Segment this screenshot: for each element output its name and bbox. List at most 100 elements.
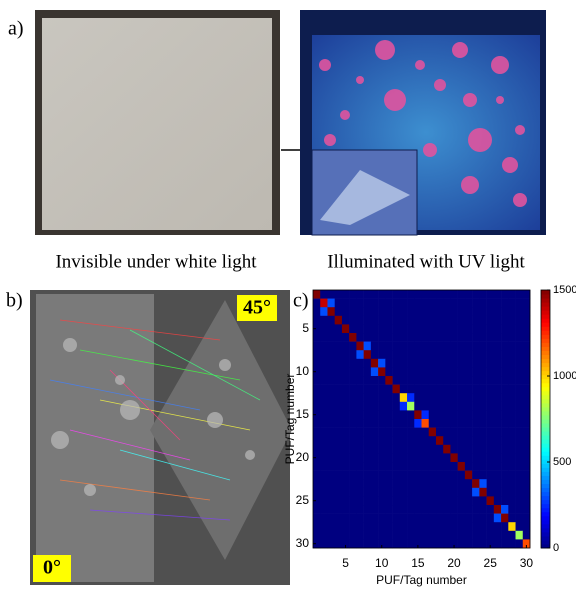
heatmap-cell	[371, 428, 379, 437]
heatmap-cell	[393, 367, 401, 376]
heatmap-cell	[429, 350, 437, 359]
heatmap-cell	[364, 462, 372, 471]
colorbar-step	[541, 334, 550, 339]
heatmap-cell	[458, 514, 466, 523]
heatmap-cell	[327, 514, 335, 523]
heatmap-cell	[320, 428, 328, 437]
heatmap-cell	[414, 531, 422, 540]
heatmap-cell	[443, 324, 451, 333]
heatmap-cell	[378, 376, 386, 385]
heatmap-cell	[349, 445, 357, 454]
colorbar-tick-label: 1500	[553, 284, 576, 296]
heatmap-cell	[472, 479, 480, 488]
heatmap-cell	[523, 385, 531, 394]
heatmap-cell	[414, 471, 422, 480]
heatmap-cell	[436, 402, 444, 411]
heatmap-cell	[327, 359, 335, 368]
heatmap-cell	[472, 402, 480, 411]
heatmap-cell	[487, 333, 495, 342]
heatmap-cell	[501, 514, 509, 523]
heatmap-cell	[508, 324, 516, 333]
heatmap-cell	[472, 342, 480, 351]
heatmap-cell	[487, 316, 495, 325]
heatmap-cell	[516, 436, 524, 445]
heatmap-cell	[516, 428, 524, 437]
heatmap-cell	[313, 419, 321, 428]
heatmap-cell	[327, 290, 335, 299]
heatmap-cell	[465, 342, 473, 351]
heatmap-cell	[407, 505, 415, 514]
heatmap-cell	[429, 307, 437, 316]
y-axis-label: PUF/Tag number	[283, 374, 297, 465]
heatmap-cell	[371, 402, 379, 411]
heatmap-cell	[487, 393, 495, 402]
heatmap-cell	[393, 505, 401, 514]
heatmap-cell	[414, 522, 422, 531]
colorbar-step	[541, 443, 550, 448]
heatmap-cell	[422, 290, 430, 299]
heatmap-cell	[472, 453, 480, 462]
heatmap-cell	[414, 505, 422, 514]
heatmap-cell	[349, 342, 357, 351]
colorbar-step	[541, 419, 550, 424]
heatmap-cell	[400, 419, 408, 428]
heatmap-cell	[356, 299, 364, 308]
heatmap-cell	[450, 324, 458, 333]
heatmap-cell	[508, 445, 516, 454]
heatmap-cell	[487, 410, 495, 419]
heatmap-cell	[356, 402, 364, 411]
heatmap-cell	[385, 505, 393, 514]
heatmap-cell	[443, 393, 451, 402]
heatmap-cell	[349, 479, 357, 488]
figure: a) Invisible under white light Illuminat…	[0, 0, 576, 592]
heatmap-cell	[335, 367, 343, 376]
heatmap-cell	[429, 359, 437, 368]
heatmap-cell	[400, 359, 408, 368]
heatmap-cell	[371, 324, 379, 333]
heatmap-cell	[479, 367, 487, 376]
heatmap-cell	[393, 402, 401, 411]
heatmap-cell	[407, 342, 415, 351]
heatmap-cell	[378, 514, 386, 523]
heatmap-cell	[407, 376, 415, 385]
heatmap-cell	[422, 402, 430, 411]
colorbar-step	[541, 411, 550, 416]
heatmap-cell	[501, 333, 509, 342]
heatmap-cell	[371, 393, 379, 402]
heatmap-cell	[422, 367, 430, 376]
heatmap-cell	[501, 324, 509, 333]
heatmap-cell	[320, 316, 328, 325]
heatmap-cell	[429, 316, 437, 325]
x-tick-label: 25	[484, 556, 498, 570]
heatmap-cell	[501, 505, 509, 514]
heatmap-cell	[356, 410, 364, 419]
heatmap-cell	[356, 393, 364, 402]
heatmap-cell	[436, 488, 444, 497]
heatmap-cell	[501, 402, 509, 411]
heatmap-cell	[436, 428, 444, 437]
heatmap-cell	[422, 299, 430, 308]
heatmap-cell	[407, 324, 415, 333]
heatmap-cell	[342, 428, 350, 437]
heatmap-cell	[436, 505, 444, 514]
heatmap-cell	[335, 462, 343, 471]
heatmap-cell	[472, 393, 480, 402]
heatmap-cell	[508, 410, 516, 419]
heatmap-cell	[393, 445, 401, 454]
heatmap-cell	[407, 522, 415, 531]
heatmap-cell	[335, 385, 343, 394]
heatmap-cell	[356, 488, 364, 497]
heatmap-cell	[400, 376, 408, 385]
heatmap-cell	[393, 324, 401, 333]
heatmap-cell	[385, 488, 393, 497]
heatmap-cell	[349, 350, 357, 359]
heatmap-cell	[335, 496, 343, 505]
heatmap-cell	[335, 531, 343, 540]
colorbar-step	[541, 326, 550, 331]
heatmap-cell	[313, 350, 321, 359]
heatmap-cell	[472, 514, 480, 523]
heatmap-cell	[313, 299, 321, 308]
heatmap-cell	[364, 324, 372, 333]
heatmap-cell	[313, 514, 321, 523]
heatmap-cell	[494, 350, 502, 359]
